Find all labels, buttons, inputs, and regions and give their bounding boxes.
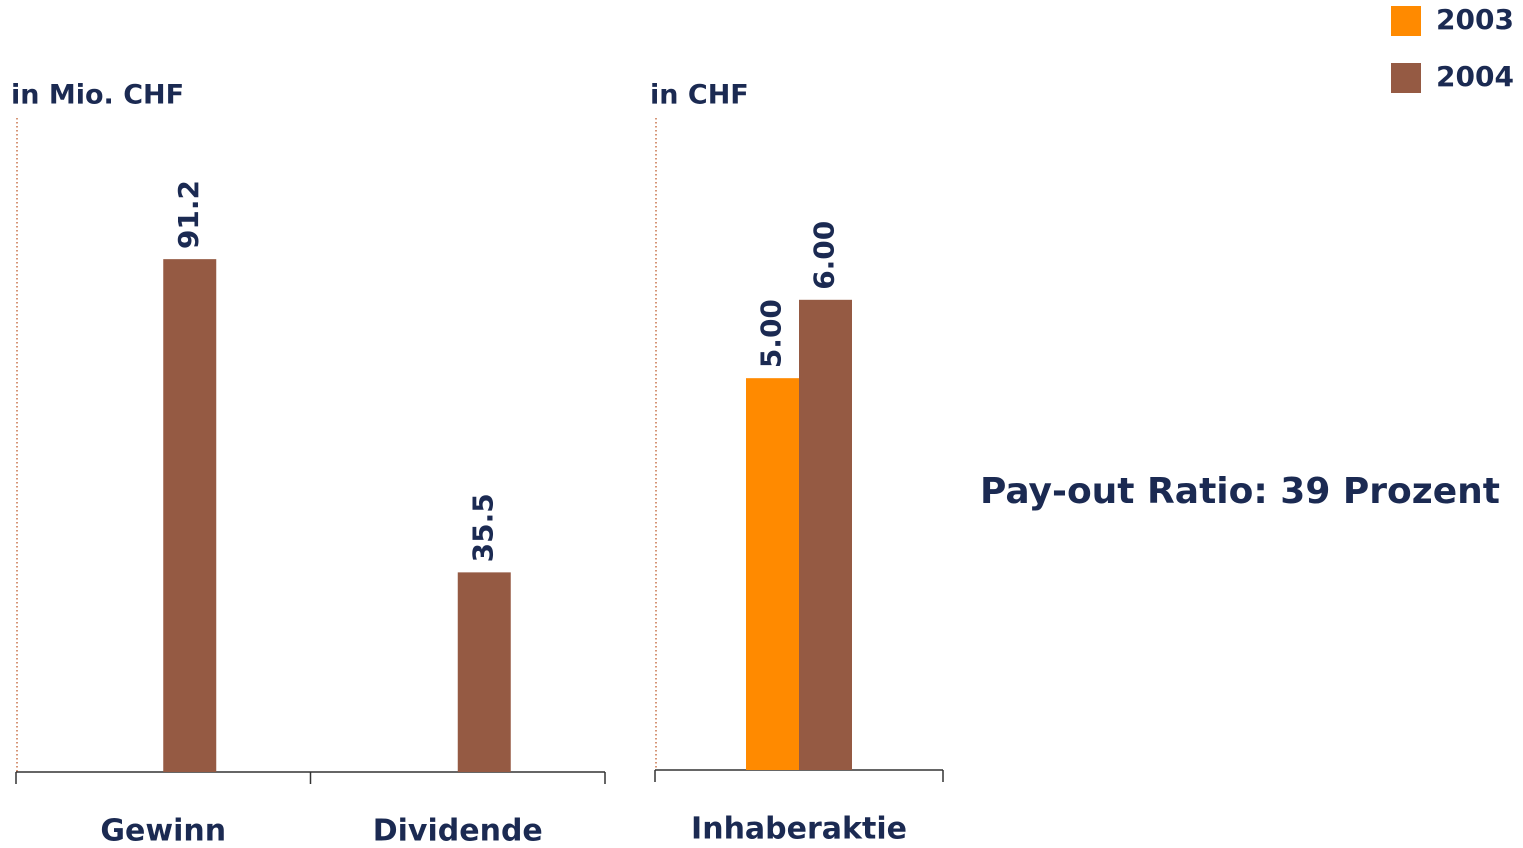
bar [457,572,511,772]
legend-label: 2004 [1436,60,1514,93]
value-label: 5.00 [755,299,788,368]
bar [799,299,852,770]
x-tick-label: Inhaberaktie [691,812,907,847]
legend-swatch [1391,63,1421,93]
axis-unit-label: in Mio. CHF [11,80,184,111]
legend-swatch [1391,6,1421,36]
value-label: 35.5 [466,493,499,562]
annotation: Pay-out Ratio: 39 Prozent [980,471,1500,512]
x-tick-label: Dividende [373,814,543,848]
bar [163,259,217,772]
x-tick-label: Gewinn [100,814,226,848]
legend-label: 2003 [1436,3,1514,36]
bar [746,378,799,770]
axis-unit-label: in CHF [650,80,749,111]
value-label: 6.00 [808,221,841,290]
value-label: 91.2 [172,180,205,249]
